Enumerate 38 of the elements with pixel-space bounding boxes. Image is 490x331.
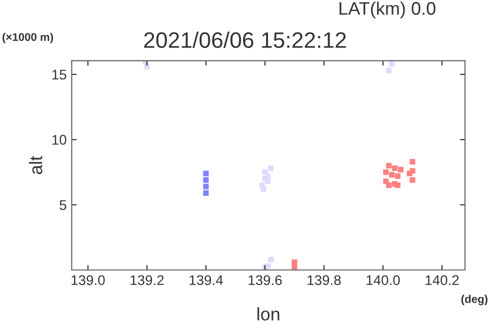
point (398, 166, 404, 172)
point (203, 170, 209, 176)
y-tick-label: 15 (52, 70, 66, 80)
point (392, 166, 398, 172)
x-tick-label: 139.2 (130, 275, 164, 286)
point (203, 177, 209, 183)
x-tick-label: 140.2 (426, 275, 459, 286)
chart-title: 2021/06/06 15:22:12 (144, 32, 346, 48)
point (410, 158, 416, 165)
point (386, 182, 392, 188)
point (406, 170, 412, 176)
point (203, 190, 209, 196)
point (268, 166, 274, 172)
x-tick-label: 139.8 (308, 275, 341, 286)
chart-subtitle: LAT(km) 0.0 (340, 2, 436, 18)
y-tick-label: 10 (52, 134, 66, 145)
x-tick-label: 139.6 (248, 275, 282, 286)
x-tick-label: 140.0 (366, 275, 400, 286)
point (265, 173, 271, 179)
point (383, 169, 389, 175)
y-tick-label: 5 (60, 200, 66, 210)
y-axis-title: alt (29, 156, 42, 174)
text: (×1000 m) (2, 32, 54, 44)
point (386, 68, 392, 74)
point (144, 64, 150, 70)
text: (deg) (461, 294, 488, 306)
point (410, 177, 416, 183)
point (203, 184, 209, 190)
point (292, 259, 298, 265)
point (394, 182, 401, 188)
x-axis-title: lon (258, 307, 280, 321)
x-tick-label: 139.4 (190, 275, 223, 286)
point (394, 173, 401, 179)
x-tick-label: 139.0 (72, 275, 105, 286)
point (268, 256, 274, 262)
point (260, 186, 266, 192)
point (386, 162, 392, 168)
point (389, 172, 395, 178)
